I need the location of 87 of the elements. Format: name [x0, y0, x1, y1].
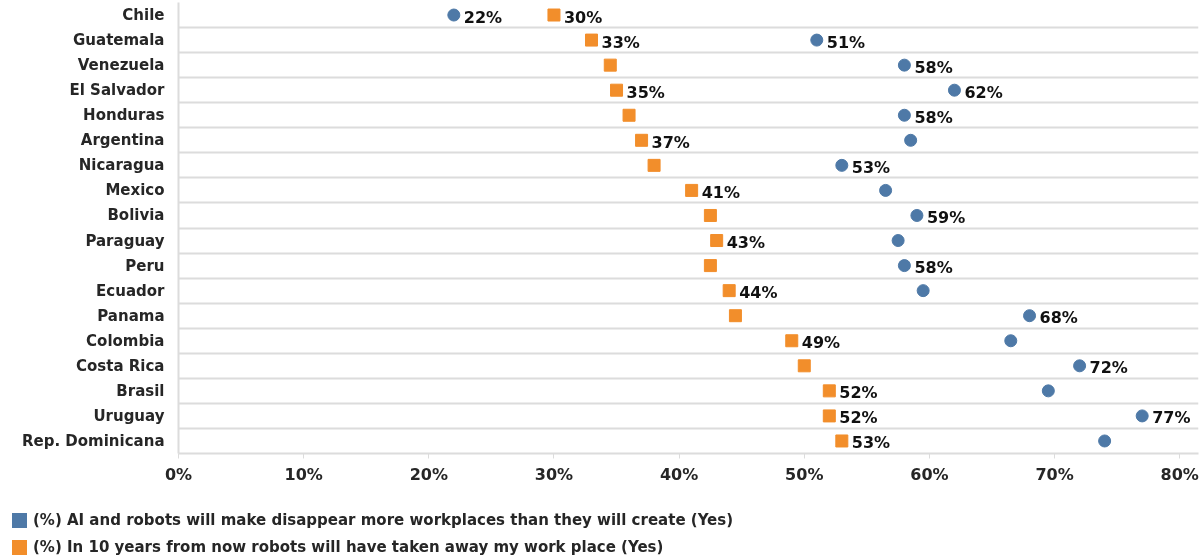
data-label: 58% [914, 107, 953, 127]
point [1135, 409, 1149, 423]
data-label: 43% [726, 233, 765, 253]
point [1041, 384, 1055, 398]
y-tick-label: Venezuela [77, 56, 165, 75]
data-label: 58% [914, 258, 953, 278]
x-tick-label: 80% [1160, 464, 1199, 484]
data-label: 62% [964, 82, 1003, 102]
data-label: 58% [914, 57, 953, 77]
data-label: 33% [601, 32, 640, 52]
data-label: 59% [926, 207, 966, 227]
data-label: 49% [801, 333, 841, 353]
y-tick-label: Costa Rica [76, 356, 165, 375]
x-tick-label: 0% [164, 464, 193, 484]
data-label: 52% [839, 408, 878, 428]
data-label: 77% [1152, 408, 1191, 428]
y-tick-label: Peru [125, 256, 165, 275]
data-label: 30% [563, 7, 603, 27]
data-label: 37% [651, 132, 690, 152]
y-tick-label: Nicaragua [78, 156, 165, 175]
point [897, 108, 911, 122]
y-tick-label: Panama [97, 306, 165, 325]
y-tick-label: Argentina [80, 131, 165, 150]
data-label: 51% [826, 32, 866, 52]
y-tick-label: Guatemala [73, 31, 165, 50]
x-tick-label: 50% [785, 464, 824, 484]
point [910, 208, 924, 222]
point [610, 83, 624, 97]
point [897, 58, 911, 72]
y-tick-label: Bolivia [107, 206, 165, 225]
point [447, 8, 461, 22]
y-tick-label: Ecuador [96, 281, 166, 300]
data-label: 53% [851, 157, 891, 177]
point [703, 259, 717, 273]
point [947, 83, 961, 97]
point [897, 259, 911, 273]
legend-label: (%) In 10 years from now robots will have taken away my work place (Yes) [33, 536, 664, 558]
x-tick-label: 60% [910, 464, 949, 484]
point [916, 284, 930, 298]
y-tick-label: Brasil [116, 381, 165, 400]
point [703, 208, 717, 222]
point [1023, 309, 1037, 323]
point [647, 158, 661, 172]
x-tick-label: 40% [659, 464, 699, 484]
y-tick-label: El Salvador [69, 81, 166, 100]
data-label: 41% [701, 182, 740, 202]
data-label: 44% [739, 283, 778, 303]
point [904, 133, 918, 147]
point [835, 158, 849, 172]
data-label: 22% [463, 7, 503, 27]
point [891, 234, 905, 248]
point [822, 384, 836, 398]
point [722, 284, 736, 298]
point [879, 183, 893, 197]
x-tick-label: 20% [409, 464, 448, 484]
data-label: 72% [1089, 358, 1128, 378]
point [585, 33, 599, 47]
legend-label: (%) AI and robots will make disappear more workplaces than they will create (Yes) [33, 509, 734, 531]
point [685, 183, 699, 197]
point [822, 409, 836, 423]
point [835, 434, 849, 448]
data-label: 53% [851, 433, 891, 453]
x-tick-label: 70% [1035, 464, 1074, 484]
data-label: 52% [839, 383, 878, 403]
data-label: 68% [1039, 308, 1078, 328]
y-tick-label: Uruguay [93, 406, 165, 425]
point [1004, 334, 1018, 348]
point [710, 234, 724, 248]
point [603, 58, 617, 72]
point [728, 309, 742, 323]
point [1073, 359, 1087, 373]
data-label: 35% [626, 82, 665, 102]
point [785, 334, 799, 348]
point [810, 33, 824, 47]
y-tick-label: Chile [122, 6, 165, 25]
point [797, 359, 811, 373]
point [635, 133, 649, 147]
y-tick-label: Mexico [105, 181, 165, 200]
point [547, 8, 561, 22]
point [622, 108, 636, 122]
x-tick-label: 10% [284, 464, 323, 484]
y-tick-label: Rep. Dominicana [21, 431, 165, 450]
y-tick-label: Colombia [86, 331, 165, 350]
point [1098, 434, 1112, 448]
y-tick-label: Paraguay [85, 231, 165, 250]
x-tick-label: 30% [534, 464, 574, 484]
y-tick-label: Honduras [83, 106, 165, 125]
